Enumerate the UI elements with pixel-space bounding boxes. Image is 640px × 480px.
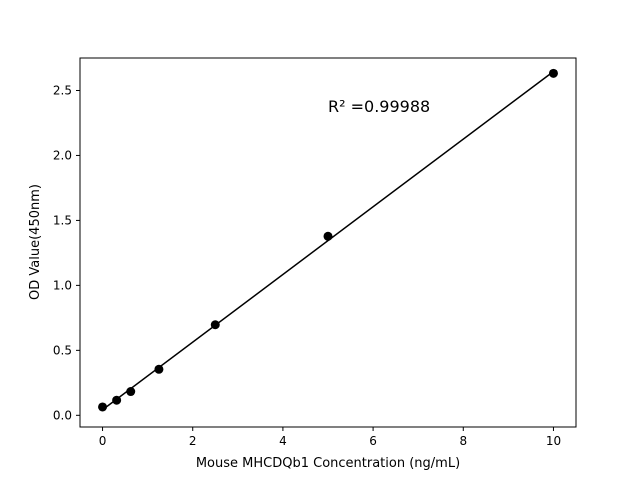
data-point bbox=[112, 395, 122, 405]
y-axis-label: OD Value(450nm) bbox=[28, 184, 43, 300]
y-tick-label: 2.0 bbox=[53, 148, 72, 162]
y-tick-label: 2.5 bbox=[53, 83, 72, 97]
x-axis-label: Mouse MHCDQb1 Concentration (ng/mL) bbox=[196, 456, 460, 471]
x-tick-label: 4 bbox=[279, 434, 287, 448]
data-point bbox=[323, 231, 333, 241]
data-point bbox=[98, 402, 108, 412]
data-point bbox=[126, 387, 136, 397]
data-point bbox=[154, 364, 164, 374]
x-tick-label: 8 bbox=[459, 434, 467, 448]
x-tick-label: 10 bbox=[546, 434, 561, 448]
x-axis-ticks: 0 2 4 6 8 10 bbox=[99, 427, 561, 448]
x-tick-label: 2 bbox=[189, 434, 197, 448]
x-tick-label: 0 bbox=[99, 434, 107, 448]
y-tick-label: 0.5 bbox=[53, 343, 72, 357]
y-axis-ticks: 0.0 0.5 1.0 1.5 2.0 2.5 bbox=[53, 83, 80, 422]
data-point bbox=[548, 68, 558, 78]
y-tick-label: 1.0 bbox=[53, 278, 72, 292]
x-tick-label: 6 bbox=[369, 434, 377, 448]
annotation-r2: R² =0.99988 bbox=[328, 97, 430, 116]
y-tick-label: 1.5 bbox=[53, 213, 72, 227]
data-marks bbox=[98, 68, 558, 412]
data-point bbox=[210, 320, 220, 330]
y-tick-label: 0.0 bbox=[53, 408, 72, 422]
